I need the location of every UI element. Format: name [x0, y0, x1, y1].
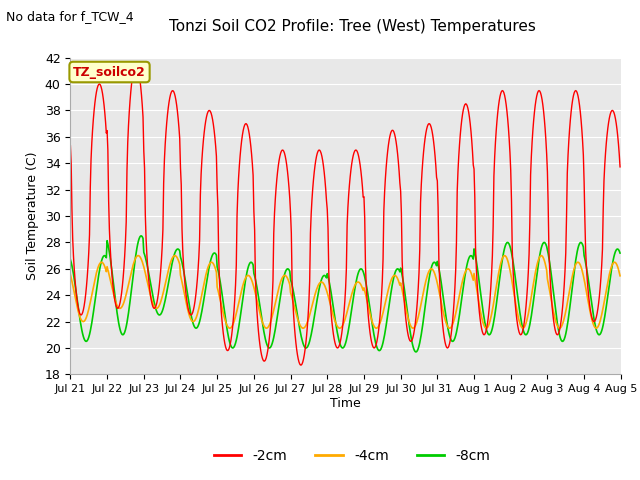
-2cm — [77, 312, 84, 317]
-8cm — [133, 245, 141, 251]
-4cm — [67, 272, 74, 277]
-8cm — [429, 260, 437, 265]
Y-axis label: Soil Temperature (C): Soil Temperature (C) — [26, 152, 39, 280]
-4cm — [77, 315, 84, 321]
-8cm — [616, 250, 624, 256]
-8cm — [138, 233, 145, 239]
Legend: -2cm, -4cm, -8cm: -2cm, -4cm, -8cm — [208, 443, 496, 468]
-4cm — [133, 253, 141, 259]
-8cm — [413, 348, 421, 353]
-8cm — [412, 349, 420, 355]
-4cm — [218, 304, 226, 310]
-4cm — [519, 325, 527, 331]
-2cm — [189, 307, 197, 312]
Text: No data for f_TCW_4: No data for f_TCW_4 — [6, 10, 134, 23]
Text: Tonzi Soil CO2 Profile: Tree (West) Temperatures: Tonzi Soil CO2 Profile: Tree (West) Temp… — [168, 19, 536, 34]
-2cm — [219, 324, 227, 329]
-2cm — [298, 362, 305, 368]
Line: -2cm: -2cm — [70, 64, 620, 365]
Line: -8cm: -8cm — [70, 236, 620, 352]
-8cm — [77, 319, 84, 324]
Text: TZ_soilco2: TZ_soilco2 — [73, 66, 146, 79]
-4cm — [500, 253, 508, 259]
-4cm — [428, 266, 436, 272]
-4cm — [412, 322, 420, 327]
-8cm — [219, 295, 227, 300]
-2cm — [616, 164, 624, 170]
-4cm — [616, 273, 624, 279]
-4cm — [189, 319, 196, 324]
X-axis label: Time: Time — [330, 397, 361, 410]
-2cm — [413, 297, 421, 303]
-2cm — [134, 64, 141, 70]
Line: -4cm: -4cm — [70, 256, 620, 328]
-8cm — [189, 322, 197, 327]
-2cm — [67, 143, 74, 149]
-2cm — [429, 138, 437, 144]
-8cm — [67, 257, 74, 263]
-2cm — [132, 61, 140, 67]
